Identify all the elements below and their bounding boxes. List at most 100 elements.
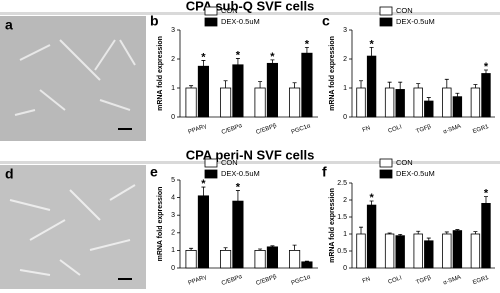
section-rule [0, 161, 500, 164]
y-axis-label: mRNA fold expression [157, 36, 164, 111]
error-bar [304, 260, 309, 262]
y-tick-label: 2 [343, 197, 347, 204]
x-tick-label: PPARγ [188, 274, 208, 286]
bar [185, 249, 197, 269]
error-bar [223, 80, 228, 88]
error-bar [223, 247, 228, 251]
error-bar [369, 200, 374, 206]
y-tick-label: 4 [171, 194, 175, 201]
bar [232, 200, 244, 269]
legend-label: DEX-0.5uM [221, 169, 260, 178]
micrograph [0, 165, 146, 289]
y-tick-label: 0 [171, 265, 175, 272]
error-bar [235, 190, 240, 202]
bar [442, 87, 452, 118]
bar [232, 64, 244, 118]
panel-label: e [150, 164, 158, 180]
x-tick-label: COLI [387, 124, 403, 135]
x-tick-label: α-SMA [443, 124, 462, 136]
x-tick-label: PGC1α [291, 123, 312, 136]
significance-mark: * [369, 192, 374, 204]
bar [366, 55, 377, 118]
significance-mark: * [305, 38, 310, 50]
error-bar [398, 81, 403, 90]
error-bar [483, 69, 488, 74]
y-axis-label: mRNA fold expression [157, 187, 164, 262]
bar [197, 195, 210, 269]
panel-label: f [322, 164, 327, 180]
legend-label: CON [221, 6, 238, 15]
bar [288, 249, 301, 269]
error-bar [189, 247, 194, 251]
bar [481, 73, 491, 118]
x-tick-label: C/EBPα [221, 123, 244, 136]
y-tick-label: 0 [343, 114, 347, 121]
bar [254, 87, 266, 118]
bar [384, 87, 395, 118]
error-bar [455, 92, 460, 97]
bar [395, 89, 405, 118]
x-tick-label: COLI [387, 275, 403, 286]
bar [424, 240, 434, 269]
bar [356, 233, 366, 269]
y-tick-label: 1 [343, 231, 347, 238]
panel-label: c [322, 13, 330, 29]
legend-label: DEX-0.5uM [396, 169, 435, 178]
error-bar [483, 196, 488, 204]
error-bar [387, 81, 392, 88]
error-bar [270, 59, 275, 64]
error-bar [258, 81, 263, 88]
significance-mark: * [484, 188, 489, 200]
y-axis-label: mRNA fold expression [329, 36, 336, 111]
x-tick-label: EGR1 [472, 275, 490, 286]
x-tick-label: C/EBPβ [255, 274, 278, 287]
legend-swatch [379, 6, 393, 16]
y-tick-label: 1 [171, 85, 175, 92]
micrograph [0, 16, 146, 141]
y-tick-label: 2 [171, 230, 175, 237]
error-bar [473, 231, 478, 234]
legend-swatch [379, 17, 393, 27]
panel-label: a [5, 17, 13, 33]
legend-swatch [204, 17, 218, 27]
bar [470, 87, 481, 118]
error-bar [292, 244, 297, 251]
legend-swatch [204, 158, 218, 168]
significance-mark: * [236, 181, 241, 193]
y-tick-label: 5 [171, 177, 175, 184]
x-tick-label: PGC1α [291, 274, 312, 287]
error-bar [444, 231, 449, 234]
error-bar [235, 58, 240, 65]
error-bar [292, 82, 297, 88]
bar [197, 65, 210, 118]
bar [413, 233, 423, 269]
legend-label: DEX-0.5uM [396, 17, 435, 26]
section-title: CPA sub-Q SVF cells [186, 0, 315, 13]
legend-label: CON [396, 6, 413, 15]
error-bar [398, 233, 403, 236]
error-bar [369, 47, 374, 57]
error-bar [387, 232, 392, 234]
y-tick-label: 1 [171, 247, 175, 254]
x-tick-label: EGR1 [472, 124, 490, 135]
bar [219, 87, 232, 118]
bar [452, 96, 463, 118]
bar [395, 235, 405, 269]
x-tick-label: FN [362, 276, 372, 284]
legend-label: DEX-0.5uM [221, 17, 260, 26]
significance-mark: * [484, 61, 489, 73]
x-tick-label: C/EBPα [221, 274, 244, 287]
significance-mark: * [369, 38, 374, 50]
section-title: CPA peri-N SVF cells [186, 147, 315, 162]
bar [301, 261, 313, 269]
x-tick-label: TGFβ [415, 124, 432, 135]
error-bar [304, 47, 309, 54]
legend-swatch [379, 158, 393, 168]
significance-mark: * [201, 178, 206, 190]
legend-swatch [204, 6, 218, 16]
error-bar [455, 229, 460, 231]
bar [301, 52, 313, 118]
bar [356, 87, 366, 118]
error-bar [473, 84, 478, 88]
bar [185, 87, 197, 118]
